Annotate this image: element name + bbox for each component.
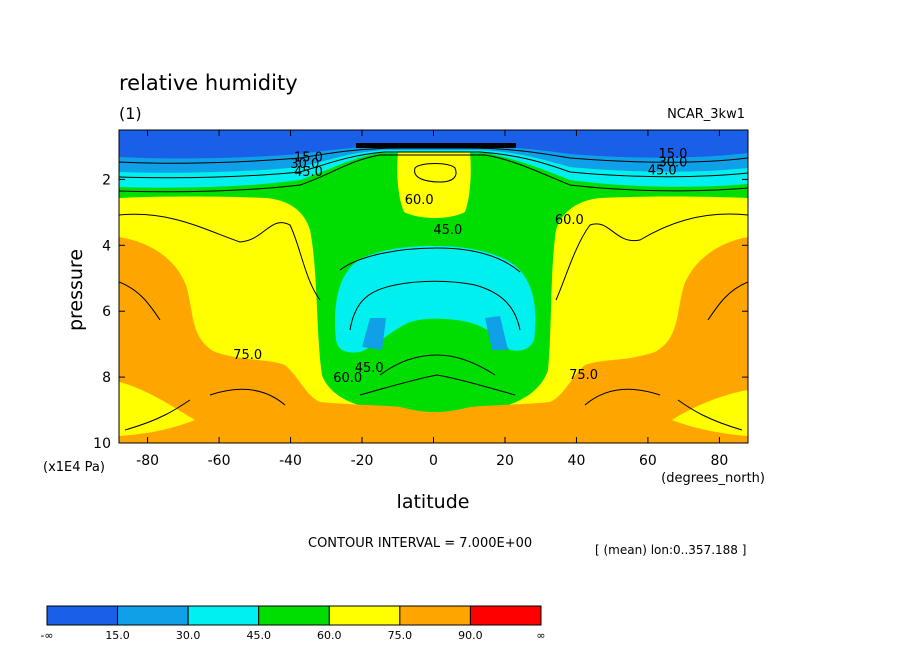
legend-swatch [187, 605, 260, 626]
contour-label: 15.0 [294, 150, 323, 165]
y-tick-label: 2 [102, 172, 111, 188]
legend-label: -∞ [40, 629, 53, 642]
contour-label: 60.0 [555, 213, 584, 228]
contour-label: 15.0 [658, 147, 687, 162]
x-tick-label: 20 [496, 453, 514, 469]
x-axis-title: latitude [397, 491, 470, 513]
band-30-45-core [335, 246, 536, 353]
legend-label: 60.0 [317, 629, 342, 642]
contour-label: 60.0 [333, 371, 362, 386]
averaging-note: [ (mean) lon:0..357.188 ] [595, 543, 746, 557]
x-tick-label: 60 [639, 453, 657, 469]
x-units-label: (degrees_north) [661, 471, 765, 486]
legend-swatch [258, 605, 330, 626]
y-axis: 2 4 6 8 10 [93, 172, 748, 452]
y-tick-label: 8 [102, 370, 111, 386]
band-15-30-core-left [362, 318, 386, 350]
contour-label: 45.0 [294, 165, 323, 180]
x-tick-label: 40 [568, 453, 586, 469]
contour-label: 30.0 [658, 155, 687, 170]
legend-label: 90.0 [458, 629, 483, 642]
band-60-75-left-low [119, 382, 195, 436]
contour-label: 75.0 [233, 348, 262, 363]
contour-bunch [356, 143, 516, 148]
contour-lines [119, 147, 748, 431]
chart-title: relative humidity [119, 71, 298, 95]
y-tick-label: 10 [93, 436, 111, 452]
x-tick-label: 0 [429, 453, 438, 469]
contour-labels: 15.030.045.015.030.045.060.045.060.075.0… [233, 147, 687, 386]
x-tick-label: -40 [279, 453, 302, 469]
contour-label: 60.0 [405, 193, 434, 208]
legend-swatch [117, 605, 189, 626]
x-tick-label: 80 [710, 453, 728, 469]
legend-label: 75.0 [388, 629, 413, 642]
x-tick-label: -80 [136, 453, 159, 469]
contour-label: 45.0 [355, 361, 384, 376]
contour-label: 45.0 [433, 223, 462, 238]
legend-label: ∞ [536, 629, 545, 642]
band-15-30-core-right [485, 316, 508, 350]
x-tick-label: -60 [208, 453, 231, 469]
band-75-90-left [119, 237, 748, 443]
legend-label: 30.0 [176, 629, 201, 642]
legend-label: 15.0 [105, 629, 130, 642]
y-tick-label: 6 [102, 304, 111, 320]
x-tick-label: -20 [351, 453, 374, 469]
dataset-label: NCAR_3kw1 [667, 107, 745, 122]
contour-field [119, 130, 748, 443]
legend-swatch [469, 605, 542, 626]
band-60-75-right-low [672, 390, 748, 436]
color-legend: -∞ 15.0 30.0 45.0 60.0 75.0 90.0 ∞ [40, 605, 546, 642]
band-60-75-inner [397, 152, 471, 218]
legend-swatch [399, 605, 471, 626]
legend-swatch [328, 605, 401, 626]
contour-label: 75.0 [569, 368, 598, 383]
y-tick-label: 4 [102, 238, 111, 254]
legend-label: 45.0 [246, 629, 271, 642]
contour-label: 30.0 [290, 157, 319, 172]
contour-label: 45.0 [648, 164, 677, 179]
contour-interval-note: CONTOUR INTERVAL = 7.000E+00 [308, 536, 532, 551]
y-axis-title: pressure [65, 249, 87, 331]
legend-swatch [46, 605, 119, 626]
chart-subtitle: (1) [119, 104, 142, 123]
x-axis: -80 -60 -40 -20 0 20 40 60 80 [136, 130, 728, 469]
y-units-label: (x1E4 Pa) [43, 460, 105, 475]
